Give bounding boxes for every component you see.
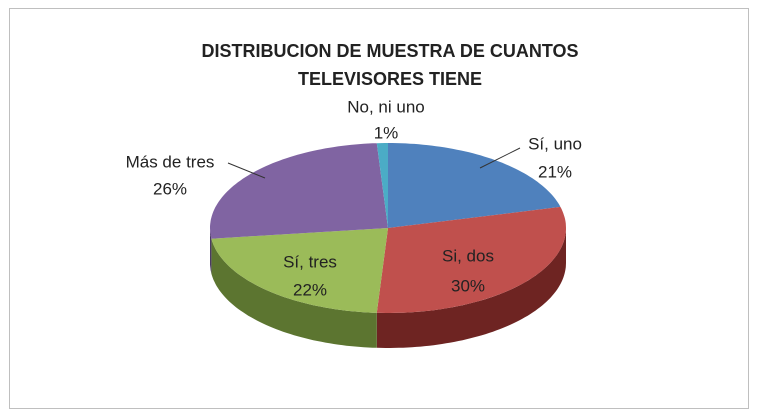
slice — [210, 143, 388, 239]
data-label-value: 22% — [293, 280, 327, 299]
slice — [376, 143, 388, 228]
data-label-value: 1% — [374, 123, 399, 142]
data-label-value: 26% — [153, 179, 187, 198]
data-label-name: Sí, uno — [528, 134, 582, 153]
slice — [211, 228, 388, 313]
slice — [376, 206, 566, 313]
chart-title: DISTRIBUCION DE MUESTRA DE CUANTOS — [201, 41, 578, 61]
leader-line — [227, 162, 266, 179]
slice-side — [210, 228, 212, 274]
leader-line — [479, 147, 521, 169]
data-label-name: Sí, tres — [283, 252, 337, 271]
slice-side — [211, 238, 377, 348]
slice-side — [376, 228, 566, 348]
data-label-value: 21% — [538, 162, 572, 181]
data-label-name: Si, dos — [442, 246, 494, 265]
data-label-name: No, ni uno — [347, 97, 425, 116]
slice — [388, 143, 561, 228]
data-label-name: Más de tres — [126, 152, 215, 171]
chart-title: TELEVISORES TIENE — [298, 69, 482, 89]
data-label-value: 30% — [451, 276, 485, 295]
